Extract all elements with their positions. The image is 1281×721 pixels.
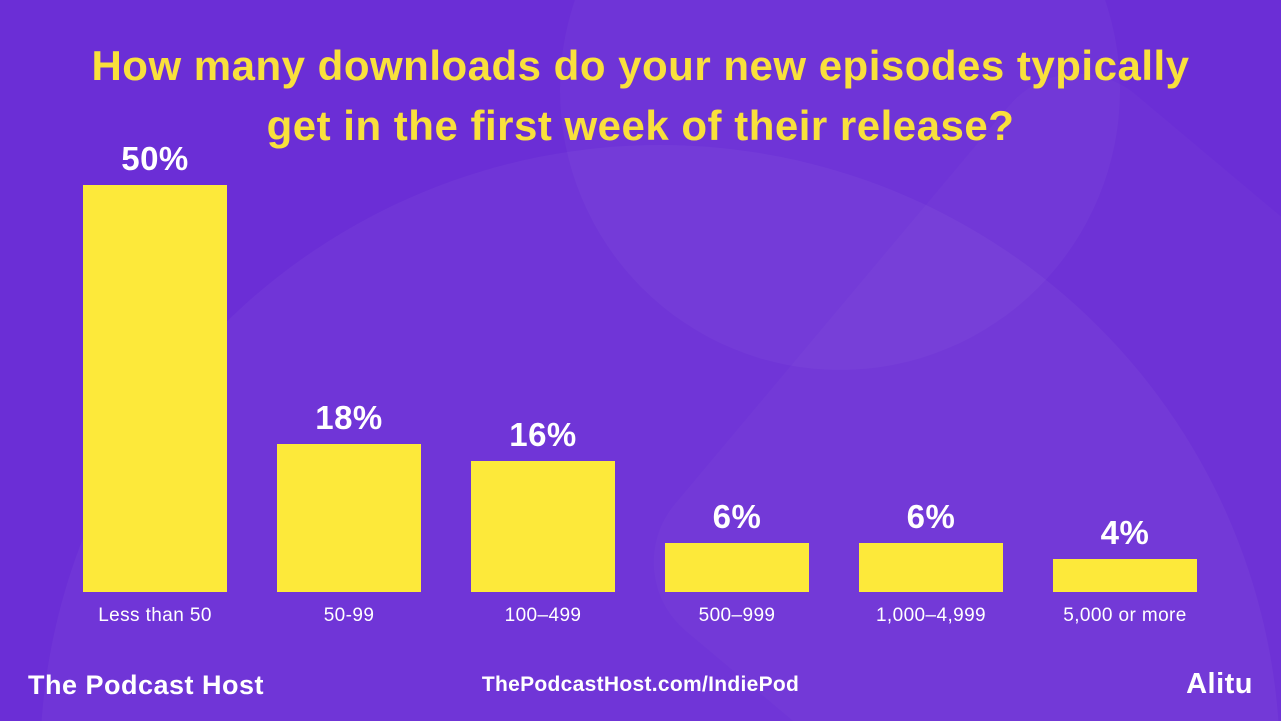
bar-category-label: 100–499 — [504, 605, 582, 626]
alitu-logo: Alitu — [1186, 668, 1253, 700]
chart-title: How many downloads do your new episodes … — [0, 36, 1281, 156]
bar — [1053, 559, 1197, 592]
bar-value-label: 6% — [906, 498, 956, 535]
bar — [859, 543, 1003, 592]
chart-title-line-2: get in the first week of their release? — [266, 102, 1015, 149]
bar-group-0: 50% Less than 50 — [58, 140, 252, 626]
bar — [665, 543, 809, 592]
bar-value-label: 6% — [712, 498, 762, 535]
bar-category-label: 5,000 or more — [1063, 605, 1187, 626]
bar-group-1: 18% 50-99 — [252, 140, 446, 626]
bar-group-2: 16% 100–499 — [446, 140, 640, 626]
footer: The Podcast Host ThePodcastHost.com/Indi… — [0, 659, 1281, 721]
bar — [471, 461, 615, 592]
bar-value-label: 4% — [1100, 514, 1150, 551]
bar-category-label: 500–999 — [698, 605, 776, 626]
bar-group-3: 6% 500–999 — [640, 140, 834, 626]
bar-category-label: 1,000–4,999 — [875, 605, 987, 626]
bar — [83, 185, 227, 592]
bar-value-label: 50% — [121, 140, 189, 177]
bar-category-label: 50-99 — [323, 605, 375, 626]
footer-url: ThePodcastHost.com/IndiePod — [481, 673, 800, 696]
the-podcast-host-logo: The Podcast Host — [28, 670, 265, 700]
bar-group-5: 4% 5,000 or more — [1028, 140, 1222, 626]
bar-group-4: 6% 1,000–4,999 — [834, 140, 1028, 626]
bar-chart: 50% Less than 50 18% 50-99 16% 100–499 6% 500–9… — [58, 140, 1222, 626]
bar-category-label: Less than 50 — [98, 605, 212, 626]
bar-value-label: 16% — [509, 416, 577, 453]
chart-title-line-1: How many downloads do your new episodes … — [91, 42, 1190, 89]
bar — [277, 444, 421, 592]
bar-value-label: 18% — [315, 399, 383, 436]
